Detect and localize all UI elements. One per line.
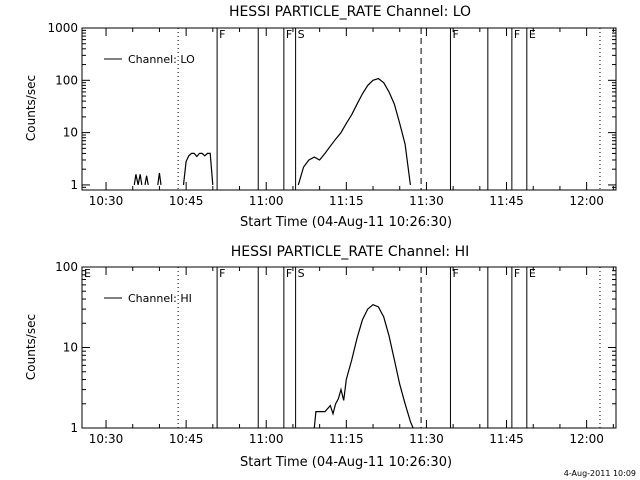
y-tick-label: 1 [70,421,78,435]
x-tick-label: 12:00 [569,194,604,208]
x-tick-label: 11:30 [409,432,444,446]
y-axis-label: Counts/sec [24,314,38,380]
x-tick-label: 11:15 [329,432,364,446]
chart-panel-hi: HESSI PARTICLE_RATE Channel: HI Counts/s… [24,244,617,470]
event-marker-label: F [286,28,292,41]
x-tick-label: 11:15 [329,194,364,208]
rate-series-line [144,175,149,186]
legend-entry: Channel: HI [128,292,192,305]
event-marker-label: F [452,28,458,41]
x-axis-label: Start Time (04-Aug-11 10:26:30) [240,455,452,470]
event-marker-label: F [514,28,520,41]
x-tick-label: 10:30 [89,432,124,446]
event-marker-label: S [298,28,305,41]
event-marker-label: E [529,28,536,41]
x-tick-label: 12:00 [569,432,604,446]
y-tick-label: 1000 [47,21,78,35]
y-tick-label: 10 [63,126,78,140]
event-marker-label: F [286,267,292,280]
x-tick-label: 11:00 [249,194,284,208]
chart-title: HESSI PARTICLE_RATE Channel: LO [229,4,471,20]
legend-entry: Channel: LO [128,53,195,66]
event-marker-label: F [219,28,225,41]
x-tick-label: 11:00 [249,432,284,446]
x-tick-label: 10:30 [89,194,124,208]
chart-title: HESSI PARTICLE_RATE Channel: HI [231,244,469,260]
event-marker-label: F [514,267,520,280]
y-tick-label: 100 [55,73,78,87]
y-tick-label: 10 [63,341,78,355]
x-tick-label: 11:45 [489,194,524,208]
event-marker-label: E [529,267,536,280]
event-marker-label: F [452,267,458,280]
rate-series-line [157,172,162,185]
event-marker-label: S [298,267,305,280]
x-tick-label: 10:45 [169,194,204,208]
rate-series-line [297,77,411,186]
plot-frame [81,27,617,191]
x-axis-label: Start Time (04-Aug-11 10:26:30) [240,215,452,230]
x-tick-label: 11:30 [409,194,444,208]
x-tick-label: 10:45 [169,432,204,446]
y-tick-label: 100 [55,260,78,274]
y-tick-label: 1 [70,178,78,192]
event-marker-label: F [219,267,225,280]
rate-series-line [313,304,414,429]
chart-panel-lo: HESSI PARTICLE_RATE Channel: LO Counts/s… [24,4,617,230]
x-tick-label: 11:45 [489,432,524,446]
y-axis-label: Counts/sec [24,75,38,141]
footer-timestamp: 4-Aug-2011 10:09 [564,469,636,478]
rate-series-line [133,174,143,186]
event-marker-label: E [84,267,91,280]
rate-series-line [182,152,214,185]
